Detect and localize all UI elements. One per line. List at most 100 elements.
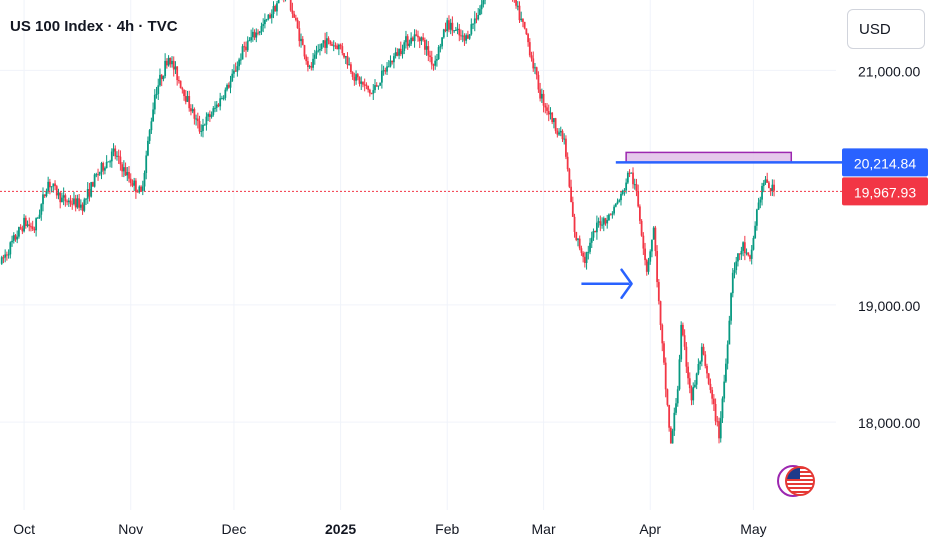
candle-body <box>604 218 607 224</box>
us-flag-icon[interactable] <box>777 465 815 497</box>
candle <box>283 0 285 3</box>
candle <box>18 226 20 239</box>
candle <box>129 173 132 187</box>
candle-body <box>298 28 301 42</box>
candle <box>639 204 641 225</box>
candle-body <box>346 56 349 66</box>
candle <box>470 18 473 36</box>
candle <box>571 196 574 217</box>
candle-body <box>528 42 531 56</box>
resistance-price-label-bg <box>842 148 928 177</box>
candle <box>88 182 91 202</box>
candle-body <box>398 48 400 56</box>
candle-body <box>482 0 485 5</box>
candle-body <box>355 74 357 81</box>
candle-body <box>417 35 419 38</box>
candle <box>532 51 535 72</box>
candle-body <box>460 35 462 37</box>
candle-body <box>546 107 548 111</box>
candle <box>473 11 476 32</box>
candle <box>623 188 626 196</box>
candle-body <box>666 389 669 405</box>
candle-body <box>473 18 476 24</box>
candle-body <box>675 403 677 413</box>
candle-body <box>761 186 763 200</box>
candle-body <box>195 118 197 120</box>
candle <box>711 386 714 405</box>
candle-body <box>66 201 68 203</box>
candle-body <box>559 130 562 133</box>
candle <box>128 166 130 183</box>
candle-body <box>745 252 748 254</box>
candle <box>661 323 664 352</box>
candle-body <box>208 114 211 117</box>
candle-body <box>172 60 175 70</box>
candle <box>16 230 19 244</box>
candle <box>446 17 449 37</box>
candle <box>224 87 227 101</box>
candle <box>716 415 719 427</box>
candle-body <box>606 220 609 224</box>
candle <box>382 65 385 76</box>
candle <box>659 300 662 331</box>
candle <box>687 362 689 385</box>
candle <box>83 197 86 213</box>
candle-body <box>632 172 634 185</box>
candle <box>590 231 593 249</box>
candle-body <box>750 249 753 259</box>
candle-body <box>700 346 703 362</box>
candle <box>186 90 189 102</box>
candle <box>81 202 84 215</box>
candle-body <box>109 161 111 163</box>
candle-body <box>153 94 156 110</box>
candle <box>479 5 481 16</box>
candle <box>389 55 392 68</box>
candle-body <box>737 253 739 262</box>
candle <box>399 41 402 57</box>
currency-button[interactable]: USD <box>847 9 925 49</box>
candle-body <box>721 398 724 419</box>
candle <box>57 188 60 200</box>
candle <box>645 258 648 276</box>
candle-body <box>552 118 555 123</box>
candle-body <box>229 81 232 88</box>
candle <box>595 215 598 240</box>
x-tick-label: Apr <box>639 521 661 537</box>
candle-body <box>236 66 239 72</box>
candle-body <box>62 195 65 198</box>
candle-body <box>308 66 311 68</box>
candle <box>73 191 75 206</box>
candle <box>769 188 772 196</box>
candle-body <box>122 167 125 172</box>
candle-body <box>214 107 216 109</box>
candle <box>527 32 529 47</box>
candle-body <box>577 238 579 240</box>
candle <box>258 30 261 36</box>
candle <box>761 182 763 206</box>
candle <box>714 398 717 426</box>
candle <box>451 16 454 36</box>
candle <box>406 34 409 50</box>
candle <box>26 220 29 228</box>
candle-body <box>442 29 445 38</box>
candle <box>608 213 610 222</box>
candle-body <box>86 189 89 199</box>
candle-body <box>16 236 19 240</box>
candle-body <box>169 57 172 65</box>
candle-body <box>43 194 46 197</box>
candle <box>200 124 203 137</box>
candle <box>678 354 681 391</box>
candle <box>585 251 588 270</box>
candle <box>24 215 27 229</box>
candle <box>594 230 597 233</box>
candle <box>325 31 328 55</box>
candle <box>31 220 34 231</box>
candle-body <box>668 404 671 428</box>
candle-body <box>350 64 352 73</box>
candle-body <box>649 251 652 262</box>
candle-body <box>202 124 204 131</box>
candle <box>733 262 736 279</box>
candle <box>42 187 44 212</box>
